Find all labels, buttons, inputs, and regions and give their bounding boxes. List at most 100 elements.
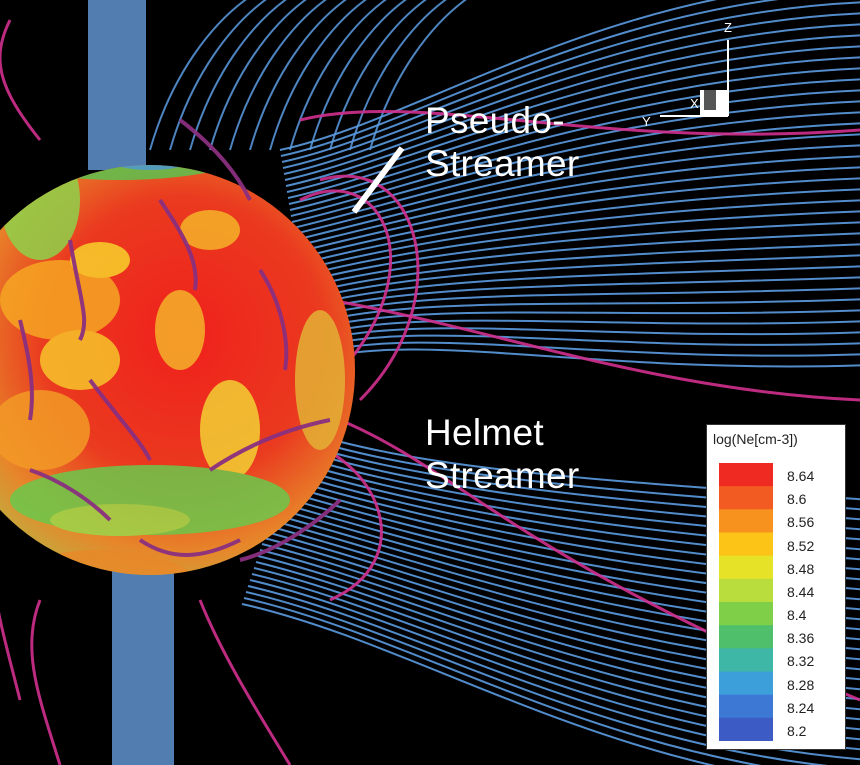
density-color-legend: log(Ne[cm-3]) 8.64 8.6 8.56 8.52 8.48 8.44 8.4…	[706, 424, 846, 750]
open-field-line	[289, 89, 860, 211]
surface-field-line	[178, 118, 252, 201]
open-field-line	[281, 1, 860, 163]
open-field-line	[279, 0, 718, 151]
open-field-line	[307, 287, 860, 319]
surface-field-lines	[18, 118, 342, 562]
open-field-line	[311, 327, 860, 343]
sun-sphere	[0, 165, 355, 575]
open-field-line	[312, 334, 860, 349]
legend-tick-label: 8.56	[787, 514, 815, 531]
open-field-line	[309, 0, 407, 151]
open-field-line	[189, 0, 287, 151]
surface-field-line	[239, 498, 342, 562]
legend-tick-label: 8.48	[787, 560, 815, 577]
surface-field-line	[138, 538, 241, 557]
open-field-line	[349, 0, 447, 151]
open-field-line	[304, 254, 860, 301]
surface-field-line	[88, 378, 152, 461]
legend-tick-label: 8.24	[787, 699, 815, 716]
helmet-streamer-line1: Helmet	[425, 412, 544, 453]
legend-swatch	[719, 486, 773, 510]
legend-tick-label: 8.64	[787, 468, 815, 484]
open-field-line	[293, 133, 860, 235]
open-field-line	[295, 155, 860, 247]
open-field-line	[308, 298, 860, 325]
legend-tick-label: 8.6	[787, 491, 807, 508]
open-field-line	[305, 265, 860, 307]
open-field-line	[302, 232, 860, 289]
surface-field-line	[208, 418, 331, 472]
closed-field-line	[0, 19, 42, 141]
closed-field-line	[0, 500, 22, 701]
legend-swatch	[719, 532, 773, 557]
open-field-line	[310, 319, 860, 337]
open-field-line	[299, 199, 860, 271]
open-field-line	[329, 0, 427, 151]
surface-field-line	[68, 239, 87, 341]
open-field-line	[269, 0, 367, 151]
pseudo-streamer-pointer	[351, 146, 405, 214]
legend-swatch	[719, 509, 773, 533]
open-field-line	[301, 221, 860, 283]
open-field-line	[288, 78, 860, 205]
polar-current-sheet	[88, 0, 174, 765]
open-field-line	[289, 0, 387, 151]
open-field-line	[282, 12, 860, 169]
legend-color-bar	[719, 463, 773, 741]
open-field-line	[292, 122, 860, 229]
legend-tick-label: 8.32	[787, 653, 815, 670]
legend-tick-label: 8.2	[787, 722, 807, 739]
open-field-line	[298, 188, 860, 265]
open-field-line	[243, 597, 762, 765]
legend-swatch	[719, 694, 773, 719]
open-field-line	[283, 23, 860, 175]
open-field-line	[296, 166, 860, 253]
open-field-line	[287, 67, 860, 199]
open-field-line	[294, 144, 860, 241]
closed-field-line	[299, 189, 392, 361]
axis-z-label: Z	[724, 20, 732, 35]
legend-swatch	[719, 463, 773, 487]
open-field-line	[297, 177, 860, 259]
axis-x-label: X	[690, 96, 699, 111]
open-field-line	[303, 243, 860, 295]
open-field-line	[314, 348, 860, 368]
closed-field-line	[30, 599, 62, 765]
open-field-line	[309, 309, 860, 331]
pseudo-streamer-label: Pseudo- Streamer	[425, 99, 580, 185]
open-field-line	[300, 210, 860, 277]
open-field-line	[241, 603, 716, 765]
open-field-line	[280, 0, 779, 157]
axis-triad: Z X Y	[642, 20, 732, 129]
legend-swatch	[719, 625, 773, 649]
legend-tick-label: 8.4	[787, 607, 807, 623]
legend-swatch	[719, 648, 773, 672]
surface-field-line	[18, 319, 34, 421]
open-field-line	[209, 0, 307, 151]
closed-field-line	[299, 109, 860, 136]
open-field-line	[229, 0, 327, 151]
pseudo-streamer-line2: Streamer	[425, 143, 580, 184]
legend-tick-label: 8.36	[787, 630, 815, 647]
legend-tick-label: 8.28	[787, 676, 815, 693]
legend-swatch	[719, 555, 773, 580]
open-field-line	[249, 0, 347, 151]
helmet-streamer-label: Helmet Streamer	[425, 411, 580, 497]
open-field-line	[369, 0, 467, 151]
legend-swatch	[719, 578, 773, 603]
legend-swatch	[719, 602, 773, 626]
open-field-line	[169, 0, 267, 151]
open-field-line	[149, 0, 247, 151]
open-field-line	[245, 591, 829, 765]
closed-field-line	[198, 599, 292, 765]
legend-title: log(Ne[cm-3])	[713, 431, 798, 447]
legend-swatch	[719, 671, 773, 696]
surface-field-line	[258, 268, 289, 371]
closed-field-line	[329, 298, 860, 402]
surface-field-line	[158, 198, 198, 291]
closed-field-line	[319, 174, 420, 402]
open-field-line	[306, 276, 860, 313]
open-field-line	[290, 100, 860, 217]
legend-tick-label: 8.52	[787, 537, 815, 554]
